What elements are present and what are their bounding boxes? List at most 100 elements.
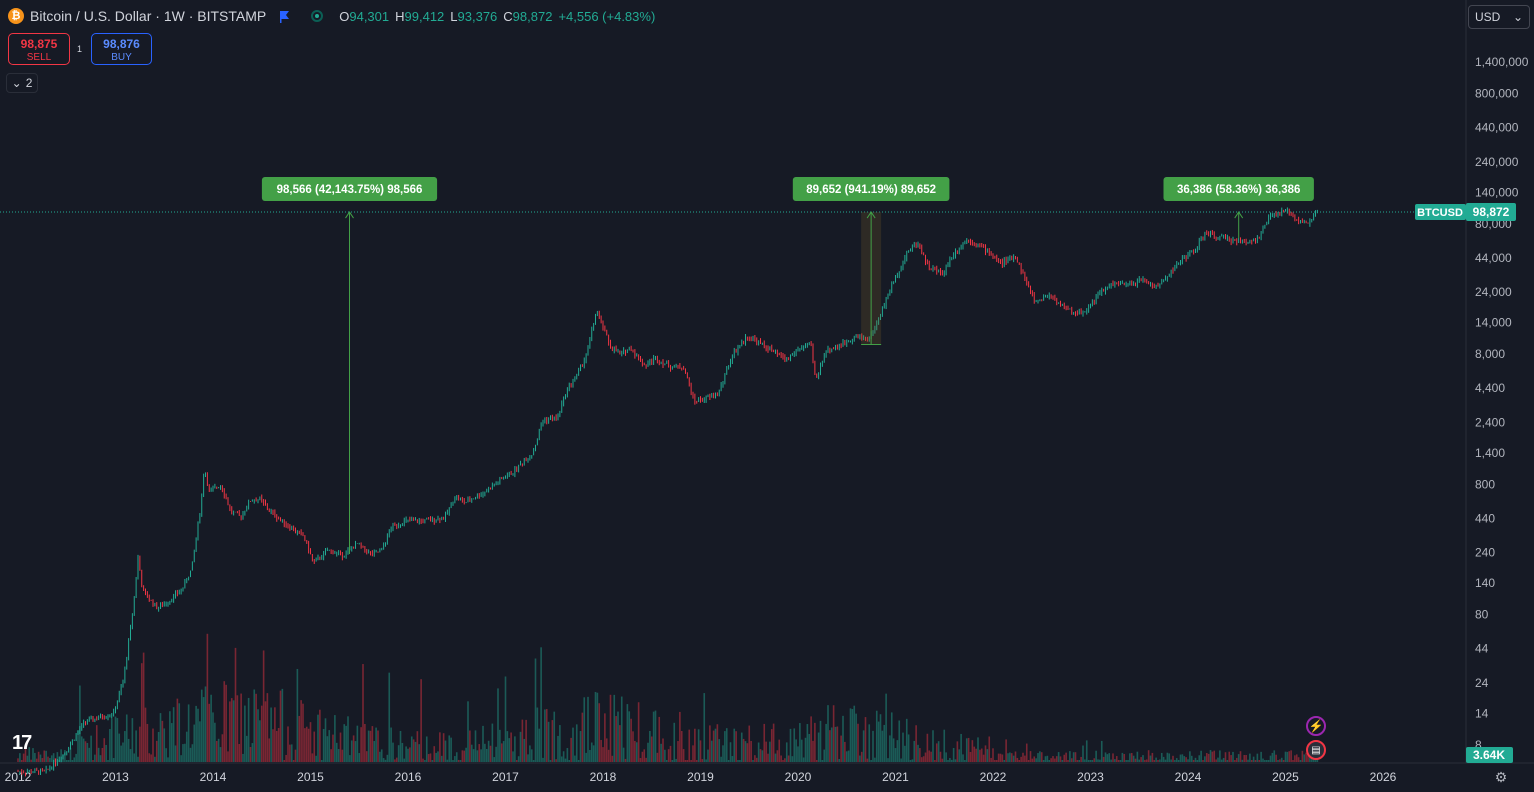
volume-bar xyxy=(200,689,203,762)
volume-bar xyxy=(174,745,177,762)
volume-bar xyxy=(1237,754,1240,762)
measure-label: 98,566 (42,143.75%) 98,566 xyxy=(277,184,423,196)
volume-bar xyxy=(917,744,919,762)
volume-bar xyxy=(862,730,865,762)
volume-bar xyxy=(682,749,685,762)
volume-bar xyxy=(49,757,51,762)
volume-bar xyxy=(1297,757,1300,762)
volume-bar xyxy=(1142,755,1144,762)
flag-icon[interactable] xyxy=(278,10,291,23)
volume-bar xyxy=(512,751,514,762)
y-tick-label: 440,000 xyxy=(1475,121,1519,135)
volume-bar xyxy=(800,739,803,762)
volume-bar xyxy=(457,759,460,762)
volume-bar xyxy=(795,739,797,762)
volume-bar xyxy=(489,745,492,762)
volume-bar xyxy=(836,726,839,762)
volume-bar xyxy=(628,711,631,762)
volume-bar xyxy=(821,760,824,762)
indicators-toggle[interactable]: ⌄ 2 xyxy=(6,73,38,93)
volume-bar xyxy=(1258,760,1261,762)
volume-bar xyxy=(999,753,1002,762)
volume-bar xyxy=(604,713,606,762)
volume-bar xyxy=(259,720,261,762)
volume-bar xyxy=(954,759,957,762)
x-tick-label: 2013 xyxy=(102,770,129,784)
volume-bar xyxy=(298,715,301,762)
volume-bar xyxy=(787,755,790,762)
volume-bar xyxy=(765,741,767,762)
volume-bar xyxy=(789,728,792,762)
buy-button[interactable]: 98,876 BUY xyxy=(91,33,152,65)
volume-bar xyxy=(1189,751,1191,762)
volume-bar xyxy=(474,730,477,762)
symbol-title[interactable]: Bitcoin / U.S. Dollar · 1W · BITSTAMP xyxy=(30,8,267,24)
volume-bar xyxy=(1112,753,1114,762)
volume-bar xyxy=(596,692,599,762)
volume-bar xyxy=(847,750,850,762)
volume-bar xyxy=(605,738,608,762)
volume-bar xyxy=(529,745,531,762)
y-tick-label: 140,000 xyxy=(1475,185,1519,199)
volume-bar xyxy=(1018,760,1021,762)
currency-select[interactable]: USD ⌄ xyxy=(1468,5,1530,29)
volume-bar xyxy=(221,734,224,762)
volume-bar xyxy=(103,738,106,762)
volume-bar xyxy=(77,730,79,762)
volume-bar xyxy=(424,759,426,762)
volume-bar xyxy=(448,735,451,762)
volume-bar xyxy=(379,751,381,762)
volume-bar xyxy=(538,728,541,762)
volume-bar xyxy=(1181,754,1184,762)
volume-bar xyxy=(514,736,516,762)
gear-icon[interactable]: ⚙ xyxy=(1494,768,1508,785)
volume-bar xyxy=(1027,760,1030,762)
volume-bar xyxy=(570,737,572,762)
volume-bar xyxy=(19,753,21,762)
volume-bar xyxy=(1172,755,1174,762)
volume-bar xyxy=(390,727,392,762)
sell-button[interactable]: 98,875 SELL xyxy=(8,33,70,65)
volume-bar xyxy=(1012,755,1015,762)
volume-bar xyxy=(806,724,809,762)
volume-bar xyxy=(251,743,254,762)
volume-bar xyxy=(920,757,923,762)
volume-bar xyxy=(797,746,799,762)
volume-bar xyxy=(671,760,674,762)
volume-bar xyxy=(949,757,951,762)
y-tick-label: 440 xyxy=(1475,511,1495,525)
volume-bar xyxy=(716,724,719,762)
volume-bar xyxy=(977,737,979,762)
volume-bar xyxy=(551,720,554,762)
volume-bar xyxy=(204,686,207,762)
volume-bar xyxy=(169,711,171,762)
volume-bar xyxy=(1185,757,1187,762)
volume-bar xyxy=(1269,755,1272,762)
volume-bar xyxy=(187,704,190,762)
volume-bar xyxy=(1222,757,1225,762)
volume-bar xyxy=(274,707,276,762)
volume-bar xyxy=(214,722,216,762)
volume-bar xyxy=(534,658,537,762)
tradingview-logo-icon[interactable]: 17 xyxy=(12,732,32,754)
volume-bar xyxy=(313,731,316,762)
volume-bar xyxy=(290,744,293,762)
volume-bar xyxy=(1009,752,1011,762)
volume-bar xyxy=(193,724,196,762)
volume-bar xyxy=(497,688,499,762)
volume-bar xyxy=(139,726,141,762)
x-tick-label: 2024 xyxy=(1175,770,1202,784)
volume-bar xyxy=(900,758,902,762)
volume-bar xyxy=(930,751,932,762)
volume-bar xyxy=(1029,751,1032,762)
volume-bar xyxy=(982,754,985,762)
volume-bar xyxy=(485,748,488,762)
lightning-icon[interactable]: ⚡ xyxy=(1306,716,1326,736)
us-flag-icon[interactable]: ▤ xyxy=(1306,740,1326,760)
volume-bar xyxy=(152,728,154,762)
volume-bar xyxy=(1177,760,1180,762)
volume-bar xyxy=(1067,760,1069,762)
volume-bar xyxy=(874,757,876,762)
volume-bar xyxy=(1080,756,1082,762)
